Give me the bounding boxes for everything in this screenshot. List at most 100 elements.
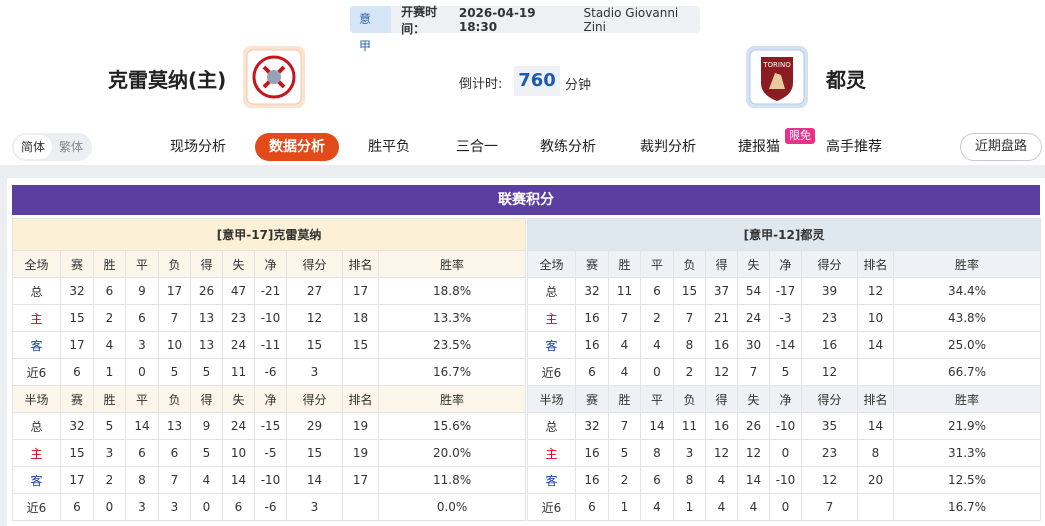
- league: 意甲: [350, 6, 392, 53]
- data-row: 总 32 5 14 13 9 24 -15 29 19 15.6%: [12, 412, 527, 440]
- cell: 4: [608, 358, 641, 386]
- away-team[interactable]: 都灵: [826, 68, 866, 92]
- lang-option[interactable]: 繁体: [58, 140, 83, 154]
- nav-tab[interactable]: 捷报猫: [738, 139, 780, 155]
- cell: 5: [190, 358, 223, 386]
- cell: 3: [286, 493, 343, 521]
- cell: 21: [705, 304, 738, 332]
- cell: 12: [705, 358, 738, 386]
- data-row: 总 32 11 6 15 37 54 -17 39 12 34.4%: [527, 277, 1042, 305]
- cell: 2: [640, 304, 674, 332]
- data-row: 客 16 2 6 8 4 14 -10 12 20 12.5%: [527, 466, 1042, 494]
- cell: 14: [222, 466, 255, 494]
- cell: 14: [286, 466, 343, 494]
- cell: 12: [801, 466, 858, 494]
- cell: 35: [801, 412, 858, 440]
- nav-tab[interactable]: 数据分析: [255, 133, 339, 161]
- nav-tab[interactable]: 现场分析: [170, 139, 226, 155]
- cell: 客: [527, 331, 576, 359]
- cell: 3: [125, 331, 159, 359]
- cell: 17: [342, 277, 379, 305]
- column-header: 半场: [527, 385, 576, 413]
- lang-switch: 简体 繁体: [12, 133, 92, 161]
- cell: 12: [801, 358, 858, 386]
- lang-option[interactable]: 简体: [14, 135, 52, 159]
- cell: -14: [769, 331, 802, 359]
- nav-tab[interactable]: 教练分析: [540, 139, 596, 155]
- cell: 0: [769, 439, 802, 467]
- home-team[interactable]: 克雷莫纳(主): [108, 68, 227, 92]
- cell: -10: [254, 466, 287, 494]
- nav-tab[interactable]: 高手推荐: [826, 139, 882, 155]
- cell: 17: [60, 466, 94, 494]
- column-header: 赛: [575, 250, 609, 278]
- data-row: 总 32 7 14 11 16 26 -10 35 14 21.9%: [527, 412, 1042, 440]
- cell: -10: [769, 412, 802, 440]
- column-header: 失: [737, 385, 770, 413]
- column-header: 得分: [286, 385, 343, 413]
- column-header: 胜: [608, 250, 641, 278]
- cell: 4: [737, 493, 770, 521]
- cell: 32: [575, 277, 609, 305]
- cell: 0: [93, 493, 126, 521]
- column-header: 赛: [60, 385, 94, 413]
- column-header: 排名: [857, 385, 894, 413]
- cell: 12: [737, 439, 770, 467]
- column-header: 胜: [93, 250, 126, 278]
- cell: 32: [60, 412, 94, 440]
- cell: 34.4%: [892, 277, 1042, 305]
- cell: 5: [608, 439, 641, 467]
- cell: 7: [158, 304, 191, 332]
- away-logo[interactable]: TORINO: [745, 45, 809, 109]
- cell: 13: [190, 304, 223, 332]
- home-logo[interactable]: [242, 45, 306, 109]
- cell: -10: [769, 466, 802, 494]
- cell: 19: [342, 412, 379, 440]
- cell: [857, 358, 894, 386]
- team-name: [意甲-12]都灵: [526, 218, 1042, 251]
- cell: 37: [705, 277, 738, 305]
- match-info: 意甲 开赛时间： 2026-04-19 18:30 Stadio Giovann…: [350, 5, 700, 53]
- cell: 总: [12, 412, 61, 440]
- column-header-row: 全场赛胜平负得失净得分 排名 胜率: [12, 250, 527, 278]
- nav-tab[interactable]: 裁判分析: [640, 139, 696, 155]
- nav-tab[interactable]: 三合一: [456, 139, 498, 155]
- cell: 20.0%: [377, 439, 527, 467]
- nav-tab[interactable]: 胜平负: [368, 139, 410, 155]
- column-header: 胜: [93, 385, 126, 413]
- cell: 6: [60, 493, 94, 521]
- column-header: 得分: [801, 250, 858, 278]
- cell: 43.8%: [892, 304, 1042, 332]
- cell: 1: [93, 358, 126, 386]
- column-header-row: 半场赛胜平负得失净得分 排名 胜率: [12, 385, 527, 413]
- column-header: 得: [705, 385, 738, 413]
- cell: 4: [608, 331, 641, 359]
- cell: 16.7%: [892, 493, 1042, 521]
- badge: 限免: [785, 128, 815, 144]
- cell: 0: [190, 493, 223, 521]
- cell: 14: [857, 412, 894, 440]
- data-row: 近6 6 0 3 3 0 6 -6 3 0.0%: [12, 493, 527, 521]
- cell: [342, 358, 379, 386]
- column-header: 失: [222, 250, 255, 278]
- data-row: 主 15 3 6 6 5 10 -5 15 19 20.0%: [12, 439, 527, 467]
- cell: 6: [158, 439, 191, 467]
- away-logo-text: TORINO: [762, 61, 791, 69]
- cell: 0: [640, 358, 674, 386]
- column-header: 负: [673, 385, 706, 413]
- cell: 1: [673, 493, 706, 521]
- cell: [342, 493, 379, 521]
- cell: 0.0%: [377, 493, 527, 521]
- cell: 6: [575, 493, 609, 521]
- cell: 7: [673, 304, 706, 332]
- cell: 24: [737, 304, 770, 332]
- cell: 总: [527, 412, 576, 440]
- cell: 客: [12, 331, 61, 359]
- column-header: 胜率: [377, 385, 527, 413]
- cell: 6: [125, 439, 159, 467]
- cell: 24: [222, 412, 255, 440]
- cell: 24: [222, 331, 255, 359]
- cell: 17: [60, 331, 94, 359]
- recent-button[interactable]: 近期盘路: [960, 133, 1042, 161]
